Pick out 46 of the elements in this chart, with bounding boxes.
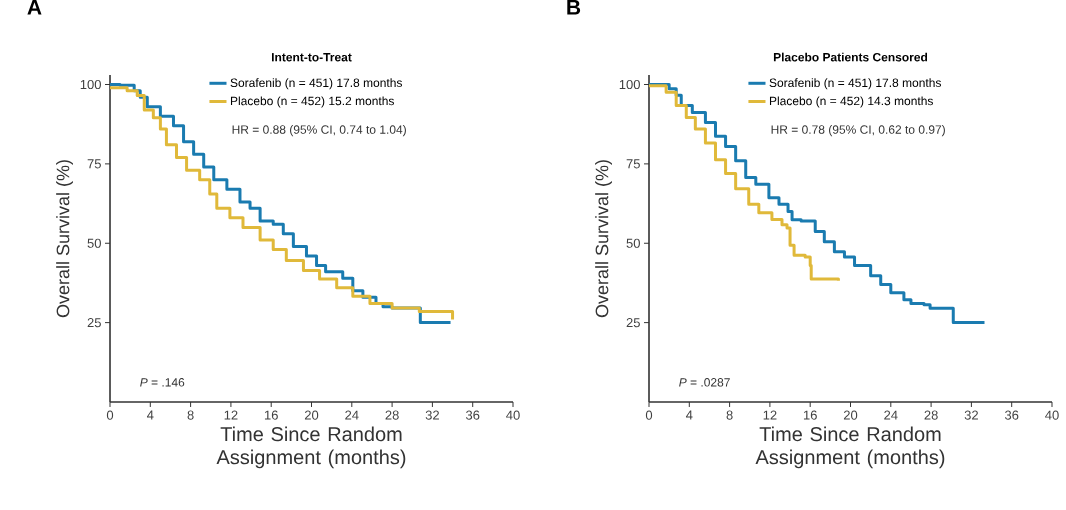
x-tick-label: 4 <box>685 410 693 420</box>
x-tick-label: 32 <box>964 410 978 420</box>
x-tick-label: 28 <box>385 410 399 420</box>
y-tick-label: 50 <box>626 238 640 248</box>
x-tick-label: 16 <box>803 410 817 420</box>
annotation: HR = 0.88 (95% CI, 0.74 to 1.04) <box>232 125 406 137</box>
x-tick-label: 16 <box>264 410 278 420</box>
x-tick-label: 8 <box>726 410 733 420</box>
x-tick-label: 8 <box>187 410 194 420</box>
x-tick-label: 12 <box>763 410 777 420</box>
y-tick-label: 75 <box>87 159 101 169</box>
x-tick-label: 40 <box>1045 410 1059 420</box>
y-tick-label: 25 <box>87 318 101 328</box>
legend-label: Sorafenib (n = 451) 17.8 months <box>769 78 941 90</box>
x-tick-label: 20 <box>843 410 858 420</box>
y-tick-label: 25 <box>626 318 640 328</box>
annotation: HR = 0.78 (95% CI, 0.62 to 0.97) <box>771 125 945 137</box>
x-tick-label: 36 <box>465 410 480 420</box>
text: B <box>567 0 581 15</box>
x-tick-label: 36 <box>1004 410 1019 420</box>
text: A <box>27 0 42 15</box>
x-tick-label: 32 <box>425 410 439 420</box>
y-tick-label: 100 <box>619 79 640 90</box>
x-tick-label: 40 <box>506 410 520 420</box>
x-axis-title: Time Since Random Assignment (months) <box>755 426 945 469</box>
chart-title: Intent-to-Treat <box>271 53 352 62</box>
annotation: P = .146 <box>140 378 185 387</box>
x-tick-label: 0 <box>645 410 653 420</box>
x-tick-label: 4 <box>146 410 154 420</box>
x-tick-label: 20 <box>304 410 319 420</box>
x-tick-label: 12 <box>224 410 238 420</box>
x-tick-label: 28 <box>924 410 938 420</box>
chart-title: Placebo Patients Censored <box>773 52 928 62</box>
y-tick-label: 100 <box>80 79 101 90</box>
y-axis-title: Overall Survival (%) <box>56 160 73 318</box>
legend-label: Sorafenib (n = 451) 17.8 months <box>230 78 402 90</box>
x-tick-label: 0 <box>106 410 114 420</box>
x-tick-label: 24 <box>884 410 898 420</box>
y-tick-label: 50 <box>87 238 101 248</box>
legend-label: Placebo (n = 452) 15.2 months <box>230 96 394 108</box>
y-tick-label: 75 <box>626 159 640 169</box>
x-tick-label: 24 <box>345 410 359 420</box>
legend-label: Placebo (n = 452) 14.3 months <box>769 96 933 108</box>
x-axis-title: Time Since Random Assignment (months) <box>216 426 406 469</box>
y-axis-title: Overall Survival (%) <box>595 160 612 318</box>
annotation: P = .0287 <box>679 378 730 387</box>
